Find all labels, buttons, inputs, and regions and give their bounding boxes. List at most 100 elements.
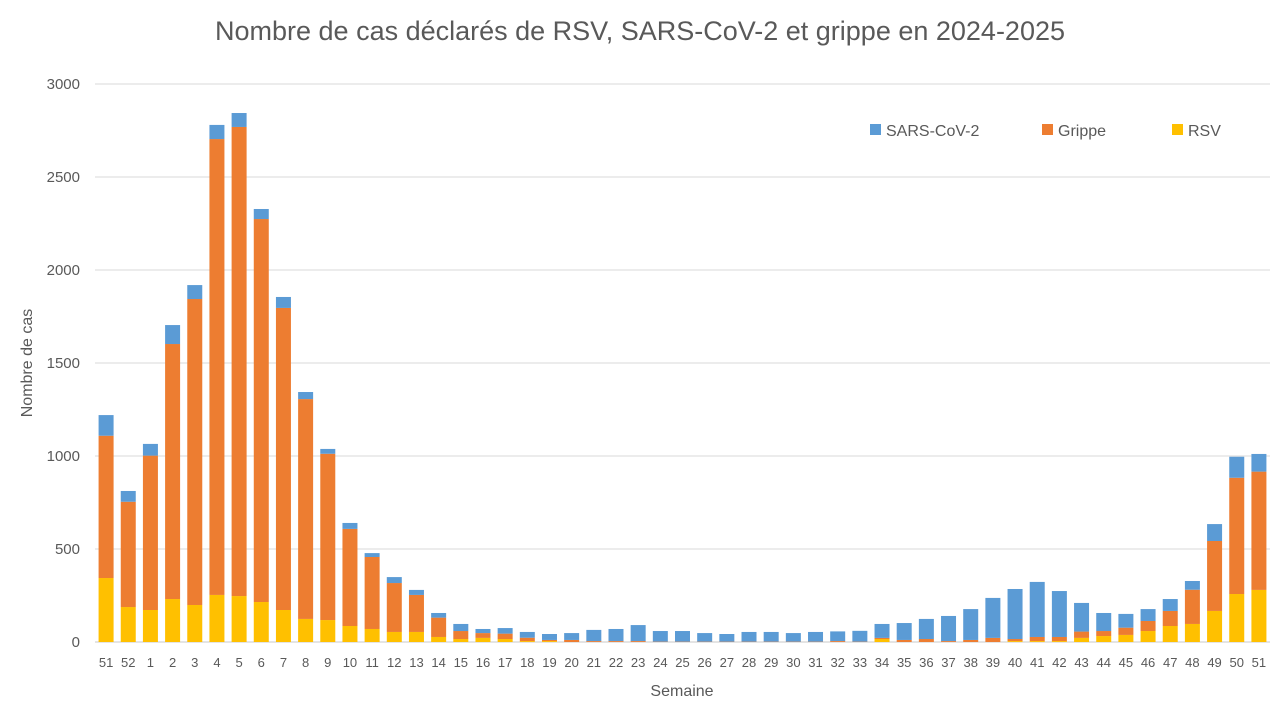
x-tick-label: 51 bbox=[1252, 655, 1266, 670]
x-tick-label: 4 bbox=[213, 655, 220, 670]
bar-grippe-week-10 bbox=[342, 528, 358, 627]
x-tick-label: 31 bbox=[808, 655, 822, 670]
bar-grippe-week-8 bbox=[298, 399, 314, 619]
bar-sars-cov-2-week-26 bbox=[697, 633, 713, 642]
bar-rsv-week-11 bbox=[364, 628, 380, 642]
x-tick-label: 36 bbox=[919, 655, 933, 670]
x-tick-label: 12 bbox=[387, 655, 401, 670]
bar-grippe-week-5 bbox=[231, 126, 247, 597]
x-tick-label: 10 bbox=[343, 655, 357, 670]
x-tick-label: 21 bbox=[587, 655, 601, 670]
bar-grippe-week-49 bbox=[1207, 541, 1223, 611]
bar-grippe-week-16 bbox=[475, 633, 491, 638]
bar-grippe-week-23 bbox=[630, 641, 646, 642]
legend-label: Grippe bbox=[1058, 123, 1106, 140]
legend-swatch bbox=[1042, 124, 1053, 135]
x-tick-label: 34 bbox=[875, 655, 889, 670]
x-tick-label: 14 bbox=[431, 655, 445, 670]
bar-grippe-week-3 bbox=[187, 299, 203, 605]
bar-sars-cov-2-week-51 bbox=[1251, 453, 1267, 472]
bar-sars-cov-2-week-11 bbox=[364, 553, 380, 557]
x-tick-label: 50 bbox=[1230, 655, 1244, 670]
bar-grippe-week-11 bbox=[364, 556, 380, 629]
x-tick-label: 44 bbox=[1096, 655, 1110, 670]
bar-rsv-week-1 bbox=[142, 610, 158, 642]
bar-grippe-week-39 bbox=[985, 637, 1001, 642]
bar-sars-cov-2-week-12 bbox=[386, 577, 402, 584]
x-tick-label: 2 bbox=[169, 655, 176, 670]
bar-rsv-week-13 bbox=[408, 631, 424, 642]
bar-sars-cov-2-week-49 bbox=[1207, 524, 1223, 542]
bar-grippe-week-19 bbox=[541, 639, 557, 642]
bar-rsv-week-44 bbox=[1096, 636, 1112, 642]
bar-grippe-week-2 bbox=[165, 344, 181, 600]
bar-grippe-week-17 bbox=[497, 633, 513, 640]
bar-grippe-week-7 bbox=[275, 307, 291, 611]
chart-title: Nombre de cas déclarés de RSV, SARS-CoV-… bbox=[215, 16, 1065, 46]
bar-grippe-week-37 bbox=[941, 641, 957, 642]
bar-sars-cov-2-week-31 bbox=[808, 631, 824, 642]
bar-grippe-week-20 bbox=[564, 639, 580, 642]
bar-grippe-week-43 bbox=[1074, 631, 1090, 638]
x-tick-label: 29 bbox=[764, 655, 778, 670]
bar-rsv-week-10 bbox=[342, 626, 358, 642]
bar-grippe-week-48 bbox=[1184, 589, 1200, 624]
bar-rsv-week-47 bbox=[1162, 626, 1178, 642]
bar-sars-cov-2-week-34 bbox=[874, 623, 890, 638]
bar-sars-cov-2-week-29 bbox=[763, 631, 779, 642]
bar-rsv-week-46 bbox=[1140, 631, 1156, 642]
bar-rsv-week-51 bbox=[98, 578, 114, 642]
bar-rsv-week-18 bbox=[519, 641, 535, 642]
x-tick-label: 45 bbox=[1119, 655, 1133, 670]
legend-label: RSV bbox=[1188, 123, 1221, 140]
bar-rsv-week-4 bbox=[209, 594, 225, 642]
x-tick-label: 20 bbox=[564, 655, 578, 670]
bar-rsv-week-48 bbox=[1184, 623, 1200, 642]
x-axis-ticks: 51 52 1 2 3 4 5 6 7 8 9 10 11 12 13 14 15 16 17 18 19 20 21 22 2… bbox=[99, 655, 1266, 670]
x-tick-label: 28 bbox=[742, 655, 756, 670]
x-tick-label: 35 bbox=[897, 655, 911, 670]
x-tick-label: 1 bbox=[147, 655, 154, 670]
bar-grippe-week-18 bbox=[519, 637, 535, 642]
bar-rsv-week-51 bbox=[1251, 589, 1267, 642]
bar-rsv-week-50 bbox=[1229, 594, 1245, 642]
x-tick-label: 19 bbox=[542, 655, 556, 670]
x-tick-label: 18 bbox=[520, 655, 534, 670]
y-tick-label: 3000 bbox=[47, 76, 80, 93]
bars bbox=[98, 113, 1267, 642]
x-tick-label: 30 bbox=[786, 655, 800, 670]
bar-grippe-week-9 bbox=[320, 453, 336, 621]
bar-sars-cov-2-week-42 bbox=[1051, 591, 1067, 637]
bar-sars-cov-2-week-25 bbox=[675, 631, 690, 642]
x-tick-label: 47 bbox=[1163, 655, 1177, 670]
bar-grippe-week-52 bbox=[120, 501, 136, 608]
bar-grippe-week-45 bbox=[1118, 627, 1134, 635]
bar-sars-cov-2-week-33 bbox=[852, 630, 868, 642]
bar-rsv-week-5 bbox=[231, 596, 247, 642]
bar-sars-cov-2-week-47 bbox=[1162, 599, 1178, 611]
bar-sars-cov-2-week-32 bbox=[830, 631, 846, 642]
x-tick-label: 23 bbox=[631, 655, 645, 670]
bar-sars-cov-2-week-41 bbox=[1029, 581, 1045, 637]
bar-sars-cov-2-week-8 bbox=[298, 392, 314, 400]
bar-sars-cov-2-week-24 bbox=[652, 631, 668, 642]
bar-rsv-week-2 bbox=[165, 599, 181, 642]
x-tick-label: 49 bbox=[1207, 655, 1221, 670]
bar-sars-cov-2-week-44 bbox=[1096, 612, 1112, 632]
x-tick-label: 52 bbox=[121, 655, 135, 670]
bar-sars-cov-2-week-50 bbox=[1229, 456, 1245, 478]
bar-rsv-week-17 bbox=[497, 639, 513, 642]
bar-rsv-week-3 bbox=[187, 604, 203, 642]
bar-sars-cov-2-week-20 bbox=[564, 633, 580, 640]
x-tick-label: 17 bbox=[498, 655, 512, 670]
x-tick-label: 7 bbox=[280, 655, 287, 670]
bar-sars-cov-2-week-16 bbox=[475, 628, 491, 634]
bar-rsv-week-14 bbox=[431, 636, 447, 642]
x-tick-label: 16 bbox=[476, 655, 490, 670]
legend: SARS-CoV-2 Grippe RSV bbox=[870, 123, 1221, 140]
bar-sars-cov-2-week-43 bbox=[1074, 602, 1090, 632]
x-tick-label: 38 bbox=[963, 655, 977, 670]
bar-grippe-week-50 bbox=[1229, 477, 1245, 595]
y-tick-label: 2500 bbox=[47, 169, 80, 186]
bar-sars-cov-2-week-7 bbox=[275, 296, 291, 308]
